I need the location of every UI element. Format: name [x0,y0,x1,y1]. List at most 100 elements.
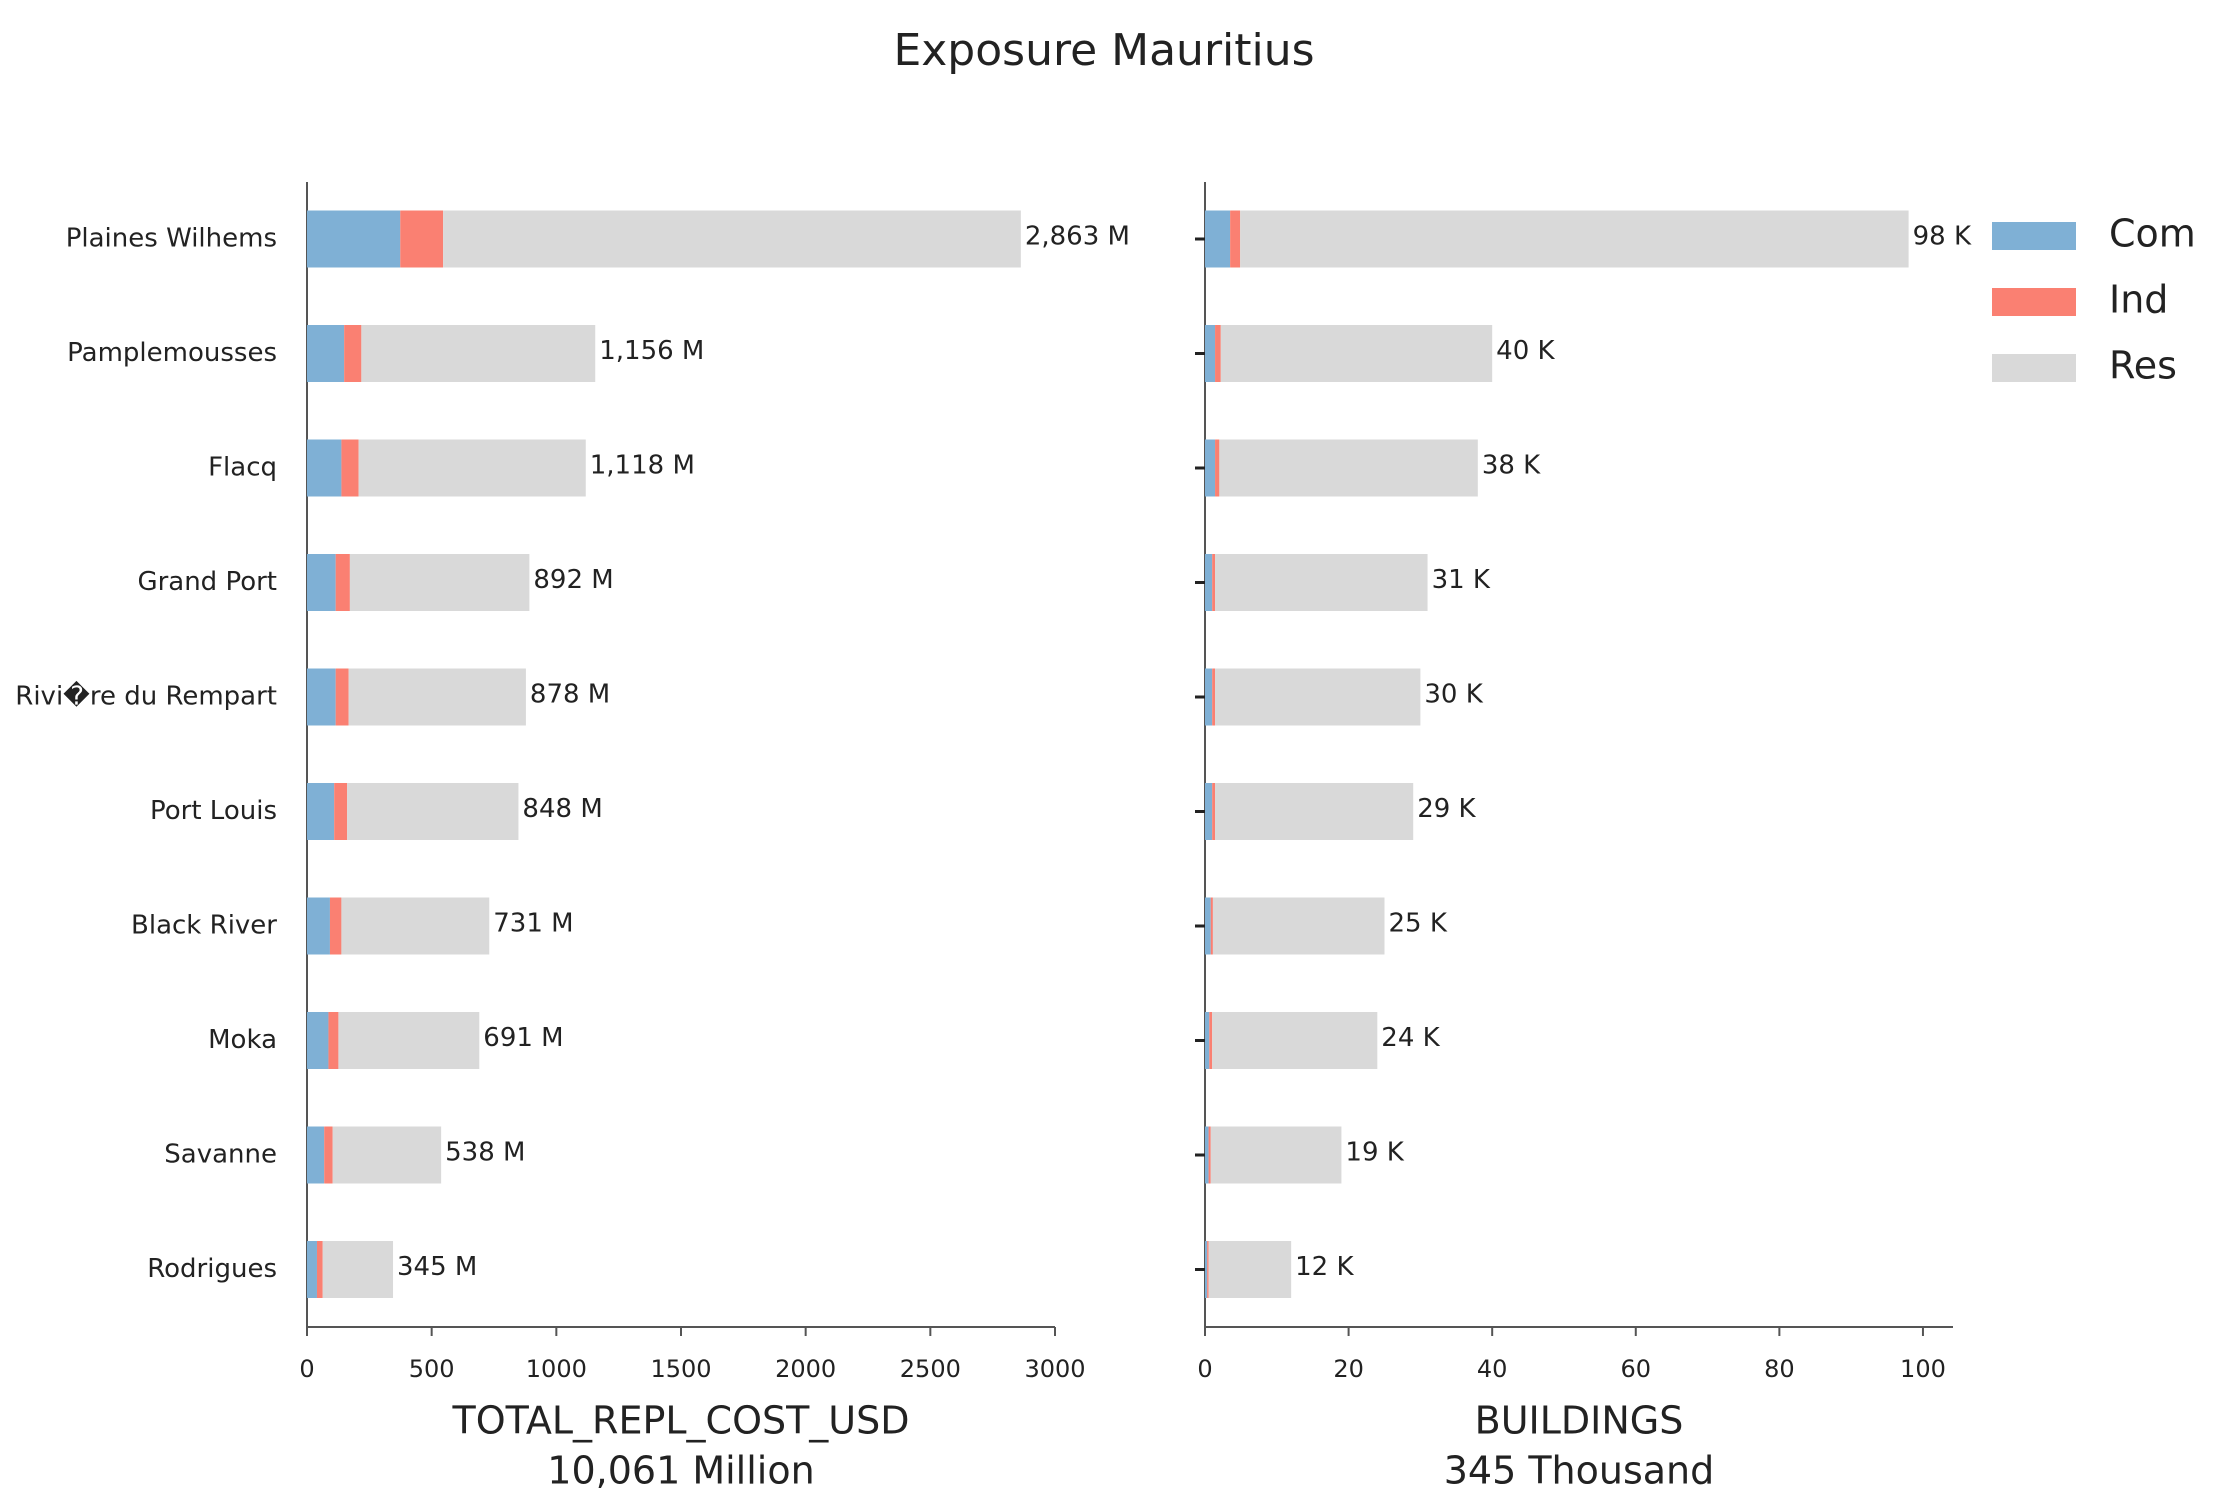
bar-segment [329,897,342,955]
bar-segment [1215,668,1421,726]
y-tick-label: Flacq [208,453,277,483]
bar-segment [307,1126,325,1184]
total-label: 691 M [483,1023,563,1053]
bar-segment [358,439,586,497]
legend-swatch [1992,222,2076,250]
bar-segment [335,668,349,726]
bar-segment [324,1126,333,1184]
bar-segment [1220,325,1493,382]
x-tick-label: 500 [409,1355,455,1383]
bar-segment [344,325,362,382]
bar-segment [307,439,342,497]
y-tick-label: Pamplemousses [67,338,277,368]
x-axis-sublabel: 10,061 Million [547,1449,814,1493]
bar-segment [307,783,335,840]
bar-segment [1210,897,1213,955]
bar-segment [1205,554,1213,611]
bar-segment [307,897,330,955]
bar-segment [1212,668,1216,726]
total-label: 2,863 M [1025,222,1130,252]
bar-segment [1212,783,1216,840]
bar-segment [338,1012,480,1069]
total-label: 31 K [1432,565,1491,595]
total-label: 98 K [1913,222,1972,252]
bar-segment [322,1241,394,1298]
bar-segment [349,554,530,611]
total-label: 731 M [493,909,573,939]
x-tick-label: 20 [1333,1355,1364,1383]
bar-segment [1215,554,1428,611]
total-label: 892 M [533,565,613,595]
bar-segment [332,1126,442,1184]
bar-segment [1205,897,1211,955]
total-label: 29 K [1417,794,1476,824]
bar-segment [1209,1012,1213,1069]
y-tick-label: Port Louis [150,796,277,826]
bar-segment [1219,439,1478,497]
total-label: 25 K [1388,909,1447,939]
bar-segment [400,210,444,268]
legend-label: Com [2109,212,2196,256]
bar-segment [335,554,350,611]
bar-segment [1215,325,1221,382]
y-tick-label: Rivi�re du Rempart [15,681,277,712]
total-label: 345 M [397,1252,477,1282]
y-tick-label: Black River [131,911,277,941]
x-tick-label: 2500 [900,1355,961,1383]
x-tick-label: 100 [1900,1355,1946,1383]
total-label: 12 K [1295,1252,1354,1282]
bar-segment [347,783,519,840]
x-axis-label: BUILDINGS [1475,1399,1684,1443]
bar-segment [1205,439,1216,497]
legend-swatch [1992,288,2076,316]
bar-segment [1207,1241,1209,1298]
bar-segment [1212,1012,1378,1069]
x-tick-label: 3000 [1024,1355,1085,1383]
bar-segment [334,783,348,840]
bar-segment [1208,1241,1292,1298]
bar-segment [307,668,336,726]
bar-segment [1240,210,1909,268]
bar-segment [1215,439,1220,497]
bar-segment [307,554,336,611]
chart-title: Exposure Mauritius [893,25,1314,76]
total-label: 30 K [1424,680,1483,710]
bar-segment [1205,1012,1210,1069]
x-tick-label: 40 [1477,1355,1508,1383]
x-tick-label: 80 [1764,1355,1795,1383]
y-tick-label: Rodrigues [147,1254,277,1284]
bar-segment [1205,325,1216,382]
bar-segment [307,325,345,382]
bar-segment [1215,783,1414,840]
bar-segment [1212,554,1216,611]
legend-swatch [1992,354,2076,382]
bar-segment [1205,668,1213,726]
y-tick-label: Moka [208,1025,277,1055]
bar-segment [1205,1126,1209,1184]
y-tick-label: Savanne [164,1140,277,1170]
bar-segment [1205,1241,1208,1298]
x-axis-sublabel: 345 Thousand [1444,1449,1715,1493]
x-axis-label: TOTAL_REPL_COST_USD [451,1399,909,1443]
bar-segment [1210,1126,1342,1184]
bar-segment [328,1012,339,1069]
legend-label: Ind [2109,278,2168,322]
bar-segment [1205,210,1231,268]
bar-segment [307,1012,329,1069]
total-label: 40 K [1496,336,1555,366]
total-label: 24 K [1381,1023,1440,1053]
y-tick-label: Plaines Wilhems [66,224,277,254]
bar-segment [1212,897,1385,955]
bar-segment [341,439,359,497]
total-label: 538 M [445,1138,525,1168]
total-label: 1,156 M [599,336,704,366]
total-label: 1,118 M [590,451,695,481]
total-label: 38 K [1482,451,1541,481]
x-tick-label: 1000 [526,1355,587,1383]
x-tick-label: 0 [299,1355,314,1383]
bar-segment [341,897,490,955]
bar-segment [307,1241,317,1298]
bar-segment [1208,1126,1211,1184]
bar-segment [1205,783,1213,840]
